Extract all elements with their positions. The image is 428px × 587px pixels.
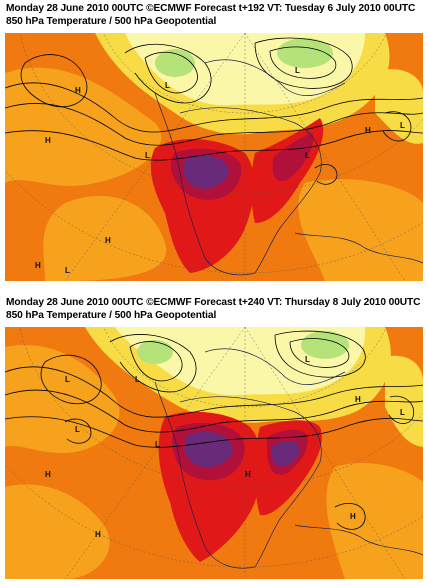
panel-subtitle: 850 hPa Temperature / 500 hPa Geopotenti… xyxy=(6,310,217,321)
geopotential-contours xyxy=(5,37,423,185)
panel-title: Monday 28 June 2010 00UTC ©ECMWF Forecas… xyxy=(6,3,416,14)
svg-text:H: H xyxy=(245,470,251,479)
cold-core-west xyxy=(155,49,195,77)
svg-text:L: L xyxy=(305,151,310,160)
svg-text:L: L xyxy=(155,440,160,449)
warm-band-southwest xyxy=(5,484,110,579)
warm-band-west xyxy=(5,345,120,454)
svg-text:H: H xyxy=(45,470,51,479)
cold-core-east xyxy=(301,331,349,359)
svg-text:L: L xyxy=(145,151,150,160)
heat-peak-central xyxy=(183,155,229,189)
svg-text:L: L xyxy=(400,121,405,130)
cold-core-west xyxy=(137,340,173,364)
coastlines xyxy=(154,348,423,569)
warm-band-west xyxy=(5,67,162,186)
cold-core-east xyxy=(277,38,333,68)
heat-peak-east xyxy=(271,440,301,467)
svg-text:H: H xyxy=(95,530,101,539)
cool-patch-northeast xyxy=(385,355,423,447)
warm-band-southeast xyxy=(326,462,423,579)
pressure-centers: L L L L L H H H H H L xyxy=(45,355,405,539)
svg-text:H: H xyxy=(35,261,41,270)
panel-title: Monday 28 June 2010 00UTC ©ECMWF Forecas… xyxy=(6,297,421,308)
coastlines xyxy=(154,59,423,276)
svg-text:L: L xyxy=(400,408,405,417)
svg-text:L: L xyxy=(65,266,70,275)
svg-text:H: H xyxy=(45,136,51,145)
svg-text:L: L xyxy=(165,81,170,90)
panel-subtitle: 850 hPa Temperature / 500 hPa Geopotenti… xyxy=(6,16,217,27)
forecast-panel-t240: Monday 28 June 2010 00UTC ©ECMWF Forecas… xyxy=(0,293,428,587)
svg-text:H: H xyxy=(105,236,111,245)
heat-core-east xyxy=(272,133,314,182)
svg-text:L: L xyxy=(75,425,80,434)
weather-map-graphic: H H L L L H H H L L L xyxy=(5,33,423,281)
weather-map: H H L L L H H H L L L xyxy=(5,33,423,281)
svg-text:H: H xyxy=(365,126,371,135)
graticule xyxy=(5,33,423,281)
svg-text:H: H xyxy=(75,86,81,95)
svg-text:L: L xyxy=(65,375,70,384)
svg-text:H: H xyxy=(350,512,356,521)
weather-map-graphic: L L L L L H H H H H L xyxy=(5,327,423,579)
svg-text:L: L xyxy=(295,66,300,75)
forecast-panel-t192: Monday 28 June 2010 00UTC ©ECMWF Forecas… xyxy=(0,0,428,290)
geopotential-contours xyxy=(5,330,423,530)
svg-text:L: L xyxy=(135,375,140,384)
panel-title-block: Monday 28 June 2010 00UTC ©ECMWF Forecas… xyxy=(6,296,426,322)
svg-text:H: H xyxy=(355,395,361,404)
weather-map: L L L L L H H H H H L xyxy=(5,327,423,579)
pressure-centers: H H L L L H H H L L L xyxy=(35,66,405,275)
svg-text:L: L xyxy=(305,355,310,364)
warm-band-southwest xyxy=(43,195,167,281)
graticule xyxy=(5,327,423,579)
panel-title-block: Monday 28 June 2010 00UTC ©ECMWF Forecas… xyxy=(6,2,426,28)
